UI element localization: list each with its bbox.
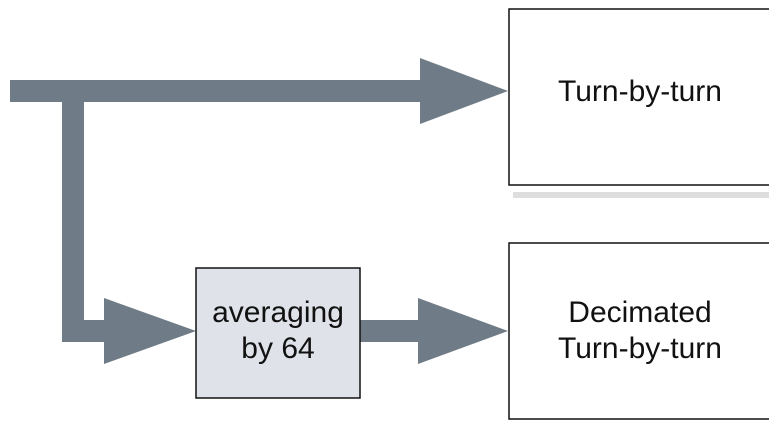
branch-shaft bbox=[62, 80, 84, 342]
arrow-shaft bbox=[10, 80, 430, 102]
node-label: Decimated Turn-by-turn bbox=[558, 296, 722, 365]
box bbox=[508, 8, 769, 186]
box bbox=[195, 267, 361, 399]
arrow-head bbox=[104, 298, 196, 364]
node-label: Turn-by-turn bbox=[558, 75, 722, 108]
box bbox=[508, 242, 769, 420]
box-shadow bbox=[513, 192, 769, 198]
arrow-head bbox=[420, 58, 508, 124]
arrow-shaft bbox=[358, 320, 422, 342]
branch-shaft bbox=[62, 320, 112, 342]
arrow-head bbox=[418, 298, 508, 364]
node-label: averaging by 64 bbox=[212, 296, 344, 365]
